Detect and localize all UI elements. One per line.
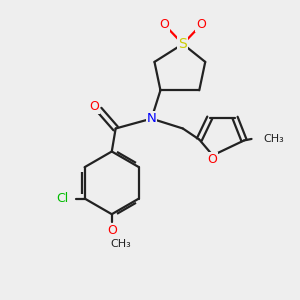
Text: O: O [89, 100, 99, 112]
Text: N: N [147, 112, 156, 125]
Text: CH₃: CH₃ [263, 134, 284, 144]
Text: Cl: Cl [56, 192, 68, 205]
Text: CH₃: CH₃ [110, 239, 131, 249]
Text: O: O [207, 153, 217, 167]
Text: O: O [159, 18, 169, 31]
Text: O: O [107, 224, 117, 237]
Text: O: O [196, 18, 206, 31]
Text: S: S [178, 37, 187, 51]
